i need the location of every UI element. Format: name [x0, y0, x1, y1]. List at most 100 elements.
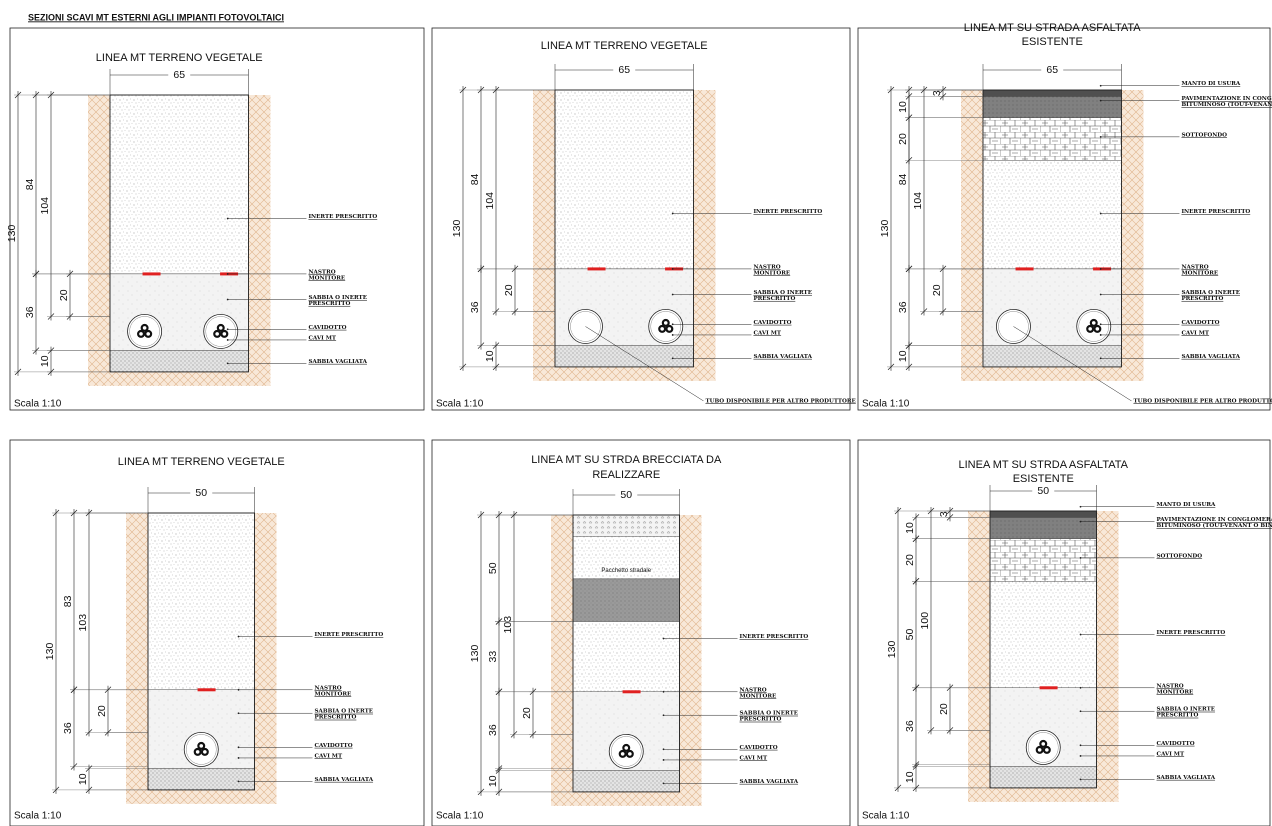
fill-layer: [555, 346, 693, 367]
callout-label: CAVI MT: [753, 330, 781, 336]
leader-dot: [1100, 213, 1102, 215]
fill-layer: [983, 346, 1121, 367]
callout-label: SABBIA VAGLIATA: [753, 354, 812, 360]
depth-dimension: 130: [6, 225, 18, 243]
fill-layer: [110, 95, 248, 274]
callout-label: MONITORE: [315, 691, 352, 697]
depth-dimension: 130: [886, 641, 898, 659]
leader-dot: [1100, 294, 1102, 296]
section-title: LINEA MT TERRENO VEGETALE: [541, 40, 708, 52]
scale-label: Scala 1:10: [14, 399, 62, 410]
mt-cable-core: [624, 746, 628, 750]
leader-dot: [1100, 100, 1102, 102]
mt-cable-core: [1092, 321, 1096, 325]
leader-dot: [1080, 634, 1082, 636]
mt-cable-core: [146, 332, 150, 336]
depth-dimension: 10: [904, 522, 916, 534]
callout-label: CAVI MT: [1157, 751, 1185, 757]
depth-dimension: 36: [469, 301, 481, 313]
callout-label: TUBO DISPONIBILE PER ALTRO PRODUTTORE: [1133, 398, 1272, 404]
depth-dimension: 103: [502, 616, 514, 634]
depth-dimension: 20: [96, 705, 108, 717]
leader-dot: [1100, 357, 1102, 359]
depth-dimension: 103: [77, 614, 89, 632]
fill-layer: [573, 515, 680, 536]
section-title: LINEA MT SU STRDA ASFALTATA: [958, 459, 1128, 471]
depth-dimension: 20: [503, 284, 515, 296]
fill-layer: [555, 90, 693, 269]
mt-cable-core: [1038, 748, 1042, 752]
depth-dimension: 10: [897, 350, 909, 362]
leader-dot: [1080, 744, 1082, 746]
leader-dot: [663, 714, 665, 716]
depth-dimension: 10: [904, 771, 916, 783]
leader-dot: [1080, 521, 1082, 523]
depth-dimension: 3: [938, 511, 950, 517]
callout-label: MONITORE: [308, 275, 345, 281]
leader-dot: [1100, 268, 1102, 270]
callout-label: CAVIDOTTO: [1181, 320, 1219, 326]
callout-label: MONITORE: [1181, 270, 1218, 276]
section-title: ESISTENTE: [1022, 36, 1083, 48]
leader-dot: [663, 782, 665, 784]
leader-dot: [672, 323, 674, 325]
leader-dot: [227, 218, 229, 220]
callout-label: TUBO DISPONIBILE PER ALTRO PRODUTTORE: [705, 398, 855, 404]
callout-label: CAVI MT: [1181, 330, 1209, 336]
leader-dot: [238, 712, 240, 714]
callout-label: CAVI MT: [740, 755, 768, 761]
callout-label: INERTE PRESCRITTO: [1157, 630, 1226, 636]
leader-dot: [1080, 755, 1082, 757]
mt-cable-core: [203, 750, 207, 754]
mt-cable-core: [628, 752, 632, 756]
depth-dimension: 50: [487, 562, 499, 574]
section-title: LINEA MT SU STRDA BRECCIATA DA: [531, 454, 722, 466]
callout-label: BITUMINOSO (TOUT-VENANT O BINDER): [1181, 101, 1272, 108]
depth-dimension: 50: [904, 629, 916, 641]
leader-dot: [238, 757, 240, 759]
section-title: REALIZZARE: [592, 469, 660, 481]
depth-dimension: 130: [451, 220, 463, 238]
callout-label: PRESCRITTO: [308, 301, 350, 307]
section-title: LINEA MT TERRENO VEGETALE: [118, 456, 285, 468]
depth-dimension: 84: [897, 173, 909, 185]
mt-cable-core: [143, 326, 147, 330]
depth-dimension: 130: [879, 220, 891, 238]
scale-label: Scala 1:10: [862, 811, 910, 822]
leader-dot: [227, 273, 229, 275]
depth-dimension: 84: [24, 178, 36, 190]
callout-label: CAVIDOTTO: [315, 743, 353, 749]
fill-layer: [983, 118, 1121, 161]
fill-layer: [983, 90, 1121, 96]
leader-dot: [1100, 323, 1102, 325]
callout-label: SABBIA VAGLIATA: [1181, 354, 1240, 360]
mt-cable-core: [196, 750, 200, 754]
leader-dot: [227, 299, 229, 301]
scale-label: Scala 1:10: [436, 399, 484, 410]
leader-dot: [672, 357, 674, 359]
width-dimension: 65: [618, 64, 630, 76]
mt-cable-core: [1088, 327, 1092, 331]
leader-dot: [1100, 334, 1102, 336]
callout-label: CAVIDOTTO: [740, 745, 778, 751]
fill-layer: [990, 517, 1097, 538]
callout-label: INERTE PRESCRITTO: [308, 214, 377, 220]
fill-layer: [148, 769, 255, 790]
width-dimension: 50: [620, 489, 632, 501]
callout-label: MONITORE: [1157, 689, 1194, 695]
mt-cable-core: [1045, 748, 1049, 752]
depth-dimension: 10: [897, 101, 909, 113]
callout-label: MANTO DI USURA: [1181, 81, 1240, 87]
mt-cable-core: [1096, 327, 1100, 331]
warning-tape: [588, 267, 606, 270]
scale-label: Scala 1:10: [14, 811, 62, 822]
callout-label: MONITORE: [753, 270, 790, 276]
leader-dot: [1080, 687, 1082, 689]
depth-dimension: 10: [77, 773, 89, 785]
depth-dimension: 33: [487, 651, 499, 663]
callout-label: MONITORE: [740, 693, 777, 699]
depth-dimension: 20: [931, 284, 943, 296]
callout-label: INERTE PRESCRITTO: [315, 632, 384, 638]
fill-layer: [573, 771, 680, 792]
depth-dimension: 36: [62, 722, 74, 734]
